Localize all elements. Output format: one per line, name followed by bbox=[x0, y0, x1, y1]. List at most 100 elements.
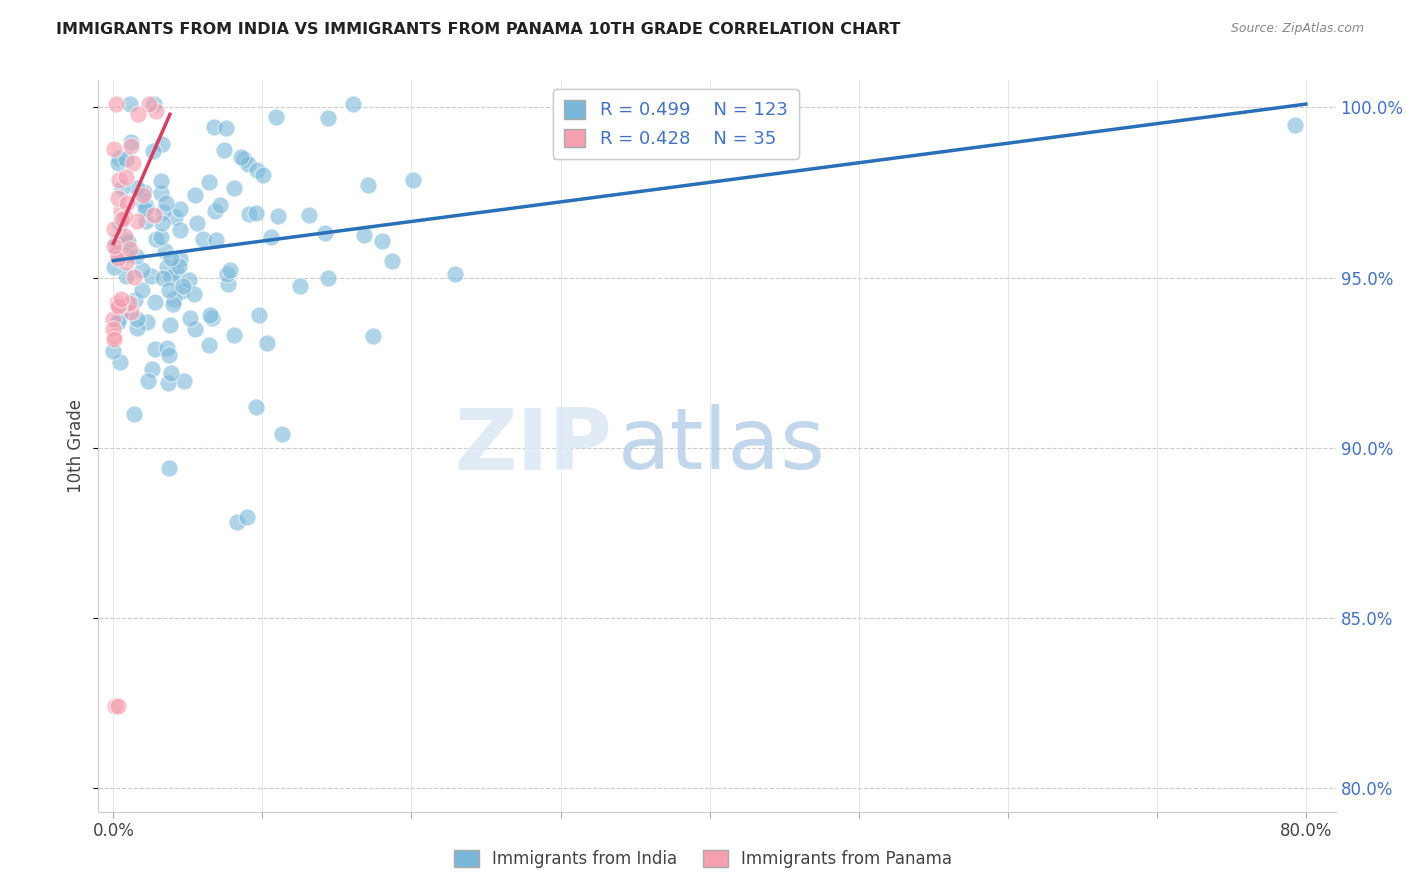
Point bbox=[141, 361, 163, 376]
Point bbox=[297, 208, 319, 222]
Point bbox=[156, 260, 179, 274]
Point bbox=[122, 407, 145, 421]
Legend: R = 0.499    N = 123, R = 0.428    N = 35: R = 0.499 N = 123, R = 0.428 N = 35 bbox=[553, 89, 799, 159]
Point bbox=[107, 156, 129, 170]
Point bbox=[169, 252, 191, 266]
Point bbox=[125, 311, 148, 326]
Point bbox=[122, 155, 145, 169]
Point bbox=[105, 246, 128, 260]
Point bbox=[152, 137, 174, 152]
Point bbox=[314, 226, 336, 240]
Point bbox=[267, 209, 290, 223]
Point bbox=[183, 286, 205, 301]
Text: Source: ZipAtlas.com: Source: ZipAtlas.com bbox=[1230, 22, 1364, 36]
Point bbox=[217, 277, 239, 292]
Point bbox=[157, 461, 180, 475]
Point bbox=[107, 299, 129, 313]
Point bbox=[186, 216, 208, 230]
Point bbox=[135, 199, 157, 213]
Point bbox=[316, 111, 339, 125]
Point bbox=[136, 315, 159, 329]
Point bbox=[256, 336, 278, 351]
Point bbox=[110, 217, 132, 231]
Text: IMMIGRANTS FROM INDIA VS IMMIGRANTS FROM PANAMA 10TH GRADE CORRELATION CHART: IMMIGRANTS FROM INDIA VS IMMIGRANTS FROM… bbox=[56, 22, 901, 37]
Point bbox=[361, 329, 384, 343]
Point bbox=[169, 259, 191, 273]
Point bbox=[245, 400, 267, 414]
Point bbox=[163, 292, 186, 306]
Point bbox=[226, 515, 249, 529]
Point bbox=[103, 238, 125, 252]
Point bbox=[252, 168, 274, 182]
Point bbox=[127, 321, 149, 335]
Point bbox=[134, 202, 156, 216]
Point bbox=[238, 207, 260, 221]
Point bbox=[135, 214, 157, 228]
Point bbox=[114, 210, 136, 224]
Point bbox=[184, 188, 207, 202]
Point bbox=[159, 366, 181, 380]
Point bbox=[247, 308, 270, 322]
Point bbox=[193, 232, 215, 246]
Point bbox=[155, 196, 177, 211]
Point bbox=[165, 210, 187, 224]
Point bbox=[204, 203, 226, 218]
Point bbox=[231, 150, 253, 164]
Point bbox=[260, 230, 283, 244]
Point bbox=[114, 152, 136, 166]
Point bbox=[157, 283, 180, 297]
Point bbox=[110, 203, 132, 218]
Point bbox=[172, 279, 194, 293]
Point bbox=[198, 338, 221, 352]
Point bbox=[107, 251, 129, 265]
Point bbox=[122, 269, 145, 284]
Point bbox=[127, 107, 149, 121]
Point bbox=[131, 263, 153, 277]
Point bbox=[402, 173, 425, 187]
Point bbox=[160, 251, 183, 265]
Point bbox=[103, 329, 125, 343]
Point bbox=[215, 121, 238, 136]
Point bbox=[103, 332, 125, 346]
Point bbox=[114, 228, 136, 243]
Point bbox=[162, 297, 184, 311]
Point bbox=[120, 136, 142, 150]
Point bbox=[224, 328, 246, 343]
Point bbox=[104, 699, 127, 714]
Point bbox=[212, 143, 235, 157]
Point bbox=[202, 120, 225, 135]
Point bbox=[143, 97, 166, 112]
Point bbox=[105, 244, 128, 259]
Point bbox=[233, 152, 256, 166]
Text: ZIP: ZIP bbox=[454, 404, 612, 488]
Point bbox=[115, 170, 138, 185]
Point bbox=[316, 271, 339, 285]
Point bbox=[129, 194, 152, 208]
Point bbox=[103, 322, 125, 336]
Point bbox=[115, 301, 138, 316]
Point bbox=[145, 231, 167, 245]
Point bbox=[120, 139, 142, 153]
Point bbox=[117, 296, 139, 310]
Point bbox=[184, 322, 207, 336]
Point bbox=[117, 235, 139, 250]
Point bbox=[153, 244, 176, 259]
Point bbox=[115, 269, 138, 284]
Point bbox=[201, 310, 224, 325]
Point bbox=[264, 110, 287, 124]
Point bbox=[131, 283, 153, 297]
Point bbox=[357, 178, 380, 193]
Point bbox=[150, 229, 173, 244]
Point bbox=[107, 191, 129, 205]
Point bbox=[198, 308, 221, 322]
Point bbox=[271, 427, 294, 442]
Point bbox=[108, 310, 131, 325]
Point bbox=[118, 242, 141, 256]
Y-axis label: 10th Grade: 10th Grade bbox=[67, 399, 86, 493]
Point bbox=[169, 222, 191, 236]
Point bbox=[157, 376, 180, 390]
Point bbox=[160, 270, 183, 285]
Point bbox=[125, 249, 148, 263]
Point bbox=[152, 271, 174, 285]
Point bbox=[288, 279, 311, 293]
